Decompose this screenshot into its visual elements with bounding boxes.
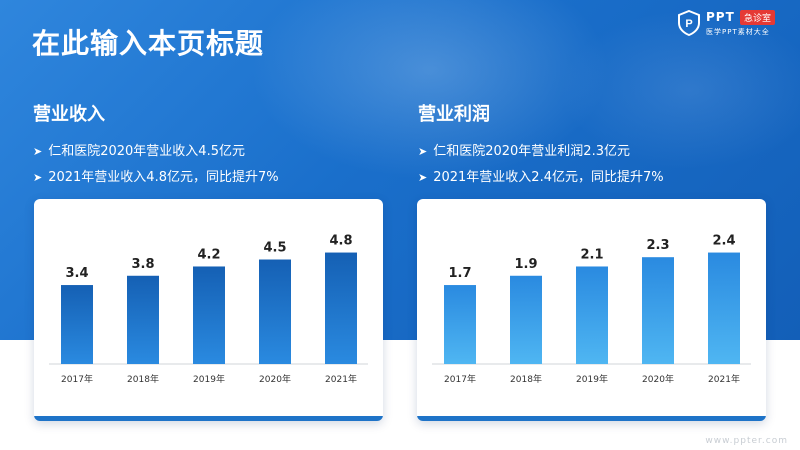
banner-glow [250,0,610,180]
data-label: 1.9 [514,257,537,272]
bar-2017年 [444,285,476,364]
shield-icon: P [678,10,700,36]
right-bullet-1-text: 仁和医院2020年营业利润2.3亿元 [433,144,630,159]
profit-chart-card: 1.7 2017年 1.9 2018年 2.1 2019年 2.3 2020年 2.4 2021年 [417,199,766,421]
left-bullet-1: ➤ 仁和医院2020年营业收入4.5亿元 [33,140,245,159]
arrow-right-icon: ➤ [418,145,428,158]
left-bullet-2-text: 2021年营业收入4.8亿元，同比提升7% [48,170,279,185]
x-tick-label: 2020年 [642,373,674,385]
left-section-title: 营业收入 [33,104,105,125]
data-label: 4.5 [263,241,286,256]
bar-2018年 [127,275,159,364]
bar-2018年 [510,275,542,364]
data-label: 4.8 [329,234,352,249]
logo-brand: PPT [706,10,735,24]
data-label: 2.4 [712,234,735,249]
bar-2021年 [325,252,357,364]
x-tick-label: 2018年 [127,373,159,385]
x-tick-label: 2019年 [576,373,608,385]
arrow-right-icon: ➤ [33,145,43,158]
data-label: 4.2 [197,247,220,262]
data-label: 3.8 [131,257,154,272]
revenue-bar-chart: 3.4 2017年 3.8 2018年 4.2 2019年 4.5 2020年 4.8 2021年 [49,234,368,385]
data-label: 3.4 [65,266,88,281]
x-tick-label: 2018年 [510,373,542,385]
page-title: 在此输入本页标题 [32,27,265,60]
x-tick-label: 2017年 [444,373,476,385]
revenue-chart-card: 3.4 2017年 3.8 2018年 4.2 2019年 4.5 2020年 4.8 2021年 [34,199,383,421]
profit-bar-chart: 1.7 2017年 1.9 2018年 2.1 2019年 2.3 2020年 2.4 2021年 [432,234,751,385]
data-label: 2.1 [580,247,603,262]
data-label: 1.7 [448,266,471,281]
shield-letter: P [685,18,692,30]
x-tick-label: 2021年 [708,373,740,385]
watermark: www.ppter.com [705,436,788,446]
x-tick-label: 2019年 [193,373,225,385]
logo-tagline: 医学PPT素材大全 [706,28,770,36]
banner-glow-secondary [560,10,800,170]
brand-logo: P PPT 急诊室 医学PPT素材大全 [678,8,794,40]
bar-2021年 [708,252,740,364]
x-tick-label: 2017年 [61,373,93,385]
left-bullet-1-text: 仁和医院2020年营业收入4.5亿元 [48,144,245,159]
right-bullet-2-text: 2021年营业收入2.4亿元，同比提升7% [433,170,664,185]
right-bullet-2: ➤ 2021年营业收入2.4亿元，同比提升7% [418,166,664,185]
bar-2019年 [576,266,608,364]
bar-2020年 [259,259,291,364]
arrow-right-icon: ➤ [418,171,428,184]
logo-badge: 急诊室 [740,10,776,25]
bar-2017年 [61,285,93,364]
data-label: 2.3 [646,238,669,253]
left-bullet-2: ➤ 2021年营业收入4.8亿元，同比提升7% [33,166,279,185]
x-tick-label: 2021年 [325,373,357,385]
bar-2020年 [642,257,674,364]
card-footer-bar [34,416,383,421]
right-section-title: 营业利润 [418,104,490,125]
x-tick-label: 2020年 [259,373,291,385]
right-bullet-1: ➤ 仁和医院2020年营业利润2.3亿元 [418,140,630,159]
arrow-right-icon: ➤ [33,171,43,184]
card-footer-bar [417,416,766,421]
bar-2019年 [193,266,225,364]
